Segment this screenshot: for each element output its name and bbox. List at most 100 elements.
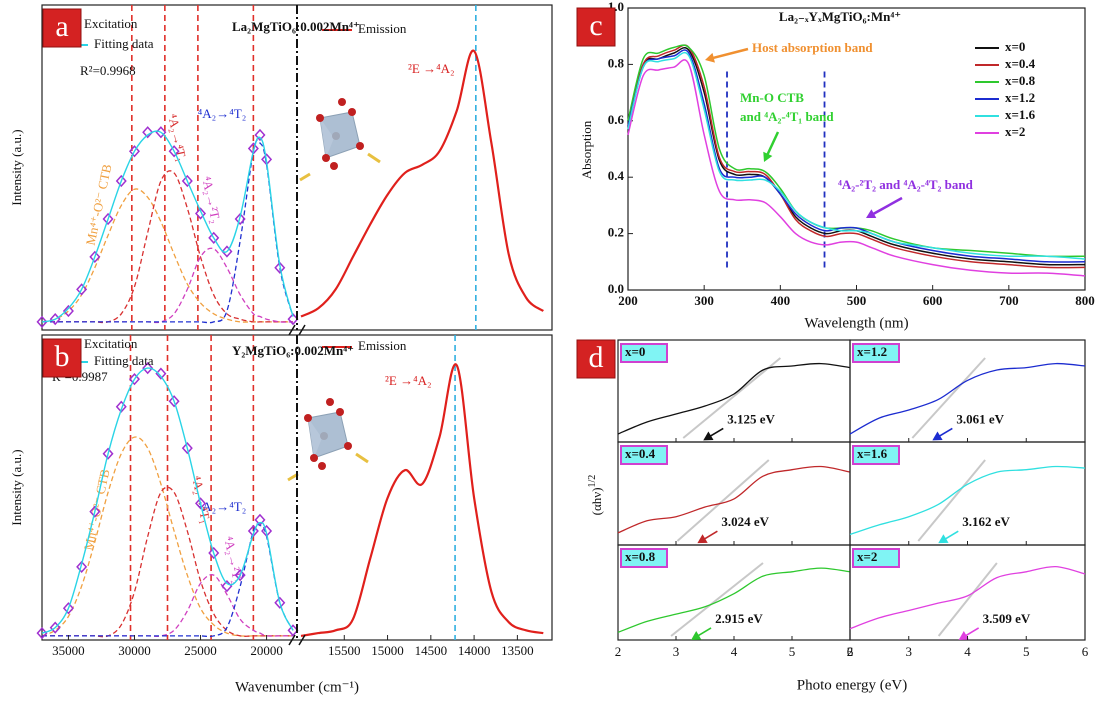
- subplot-label-box: [852, 445, 900, 465]
- excitation-point: [274, 596, 286, 609]
- series-line: [41, 130, 294, 323]
- subplot-label: x=2: [857, 549, 877, 564]
- legend-label: Emission: [358, 338, 407, 353]
- panel-label-box: [42, 338, 82, 378]
- panel-label-box: [576, 7, 616, 47]
- atom: [320, 432, 328, 440]
- excitation-point: [195, 207, 207, 220]
- glow: [299, 152, 381, 182]
- excitation-point: [36, 315, 48, 328]
- band-gap-label: 3.509 eV: [983, 611, 1031, 626]
- arrow-head: [938, 534, 949, 544]
- subplot-label-box: [620, 445, 668, 465]
- x-tick-label: 14500: [415, 643, 448, 658]
- tauc-curve: [617, 567, 851, 634]
- series-line: [300, 363, 544, 637]
- atom: [318, 462, 326, 470]
- atom: [316, 114, 324, 122]
- x-tick-label: 800: [1075, 293, 1095, 308]
- arrow-head: [691, 631, 702, 640]
- y-tick-label: 0.0: [608, 281, 624, 296]
- tauc-curve: [849, 362, 1086, 435]
- component-curve: [41, 436, 293, 637]
- glow: [287, 452, 369, 482]
- excitation-point: [254, 513, 266, 527]
- x-tick-label: 200: [618, 293, 638, 308]
- transition-label: ²E →⁴A₂: [385, 373, 432, 388]
- y-axis-label: Absorption: [579, 120, 594, 179]
- atom: [330, 162, 338, 170]
- y-axis-label: (αhν)1/2: [587, 475, 604, 516]
- legend-label: Excitation: [84, 16, 138, 31]
- legend-label: Excitation: [84, 336, 138, 351]
- atom: [332, 132, 340, 140]
- x-tick-label: 400: [771, 293, 791, 308]
- arrow-head: [958, 631, 969, 640]
- excitation-point: [128, 373, 140, 386]
- annotation: Host absorption band: [752, 40, 873, 55]
- component-curve: [42, 139, 294, 324]
- annotation: ⁴A₂-²T₂ and ⁴A₂-⁴T₂ band: [838, 177, 974, 192]
- subplot-label: x=0.8: [625, 549, 656, 564]
- subplot-label: x=0: [625, 344, 645, 359]
- excitation-point: [181, 442, 193, 455]
- x-axis-label: Photo energy (eV): [797, 677, 908, 693]
- atom: [322, 154, 330, 162]
- component-label: ⁴A₂→⁴T₂: [198, 106, 246, 121]
- tauc-curve: [617, 465, 851, 534]
- arrow-head: [697, 534, 708, 544]
- component-curve: [42, 170, 293, 324]
- excitation-point: [102, 212, 114, 226]
- subplot-label-box: [852, 343, 900, 363]
- x-tick-label: 35000: [52, 643, 85, 658]
- series-line: [300, 49, 544, 318]
- x-tick-label: 600: [923, 293, 943, 308]
- x-tick-label: 6: [847, 644, 854, 659]
- panel-label: d: [589, 341, 604, 374]
- excitation-point: [142, 126, 154, 139]
- axis-break: [288, 324, 306, 336]
- x-tick-label: 5: [789, 644, 796, 659]
- atom: [356, 142, 364, 150]
- band-gap-label: 3.024 eV: [721, 514, 769, 529]
- series-line: [627, 51, 1086, 260]
- y-tick-label: 0.6: [608, 112, 625, 127]
- r-squared: R²=0.9968: [80, 63, 136, 78]
- legend-label: x=0: [1005, 39, 1025, 54]
- x-tick-label: 20000: [250, 643, 283, 658]
- x-tick-label: 4: [964, 644, 971, 659]
- fit-line: [670, 562, 764, 637]
- series-line: [627, 47, 1086, 266]
- subplot-label: x=1.6: [857, 446, 888, 461]
- excitation-point: [168, 145, 180, 158]
- crystal-a: [299, 98, 381, 182]
- legend-label: x=0.8: [1005, 73, 1036, 88]
- band-gap-label: 2.915 eV: [715, 611, 763, 626]
- panel-title: La₂MgTiO₆:0.002Mn⁴⁺: [232, 19, 360, 34]
- fit-line: [911, 357, 986, 439]
- legend-label: x=1.2: [1005, 90, 1035, 105]
- x-tick-label: 2: [615, 644, 622, 659]
- excitation-point: [115, 174, 127, 188]
- fit-line: [676, 459, 770, 542]
- x-axis-label: Wavenumber (cm⁻¹): [235, 679, 359, 695]
- arrow-head: [932, 431, 943, 441]
- panel-title: Y₂MgTiO₆:0.002Mn⁴⁺: [232, 343, 354, 358]
- series-line: [627, 49, 1086, 263]
- excitation-point: [168, 395, 180, 408]
- x-tick-label: 4: [731, 644, 738, 659]
- arrow-head: [866, 209, 877, 218]
- atom: [326, 398, 334, 406]
- tauc-curve: [617, 362, 851, 435]
- legend-label: x=0.4: [1005, 56, 1036, 71]
- arrow-head: [703, 431, 714, 441]
- x-tick-label: 3: [673, 644, 680, 659]
- x-tick-label: 3: [906, 644, 913, 659]
- band-gap-label: 3.061 eV: [956, 411, 1004, 426]
- excitation-point: [89, 505, 101, 518]
- y-axis-label: Intensity (a.u.): [9, 129, 24, 205]
- atom: [344, 442, 352, 450]
- excitation-point: [247, 524, 259, 538]
- atom: [310, 454, 318, 462]
